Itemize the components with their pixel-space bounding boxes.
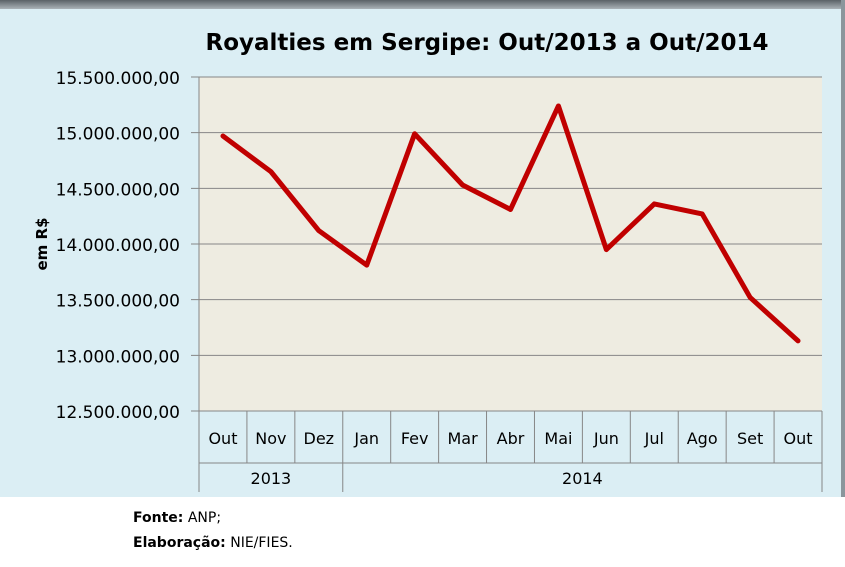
x-tick-label: Mar — [447, 429, 478, 448]
y-tick-label: 15.500.000,00 — [56, 69, 180, 89]
group-label: 2013 — [251, 469, 292, 488]
x-tick-label: Out — [208, 429, 237, 448]
y-tick-label: 14.000.000,00 — [56, 236, 180, 256]
x-tick-label: Fev — [401, 429, 429, 448]
line-chart: Royalties em Sergipe: Out/2013 a Out/201… — [33, 30, 823, 492]
elaboration-value: NIE/FIES. — [230, 535, 293, 551]
y-tick-label: 13.000.000,00 — [56, 347, 180, 367]
elaboration-label: Elaboração: — [133, 535, 226, 551]
x-tick-label: Jun — [593, 429, 619, 448]
group-label: 2014 — [562, 469, 603, 488]
y-tick-label: 12.500.000,00 — [56, 403, 180, 423]
x-tick-label: Ago — [687, 429, 718, 448]
x-tick-label: Set — [737, 429, 763, 448]
x-tick-label: Out — [784, 429, 813, 448]
chart-title: Royalties em Sergipe: Out/2013 a Out/201… — [206, 30, 769, 56]
x-tick-label: Dez — [304, 429, 335, 448]
x-tick-label: Abr — [497, 429, 525, 448]
source-label: Fonte: — [133, 510, 184, 526]
x-tick-label: Nov — [255, 429, 286, 448]
x-tick-label: Mai — [544, 429, 572, 448]
source-note: Fonte: ANP; — [133, 510, 221, 526]
source-value: ANP; — [187, 510, 222, 526]
x-tick-label: Jan — [353, 429, 379, 448]
top-border — [0, 0, 845, 9]
elaboration-note: Elaboração: NIE/FIES. — [133, 535, 293, 551]
right-border — [841, 0, 845, 497]
y-axis-label: em R$ — [33, 217, 51, 270]
y-tick-label: 14.500.000,00 — [56, 180, 180, 200]
y-tick-label: 15.000.000,00 — [56, 125, 180, 145]
x-tick-label: Jul — [644, 429, 664, 448]
y-tick-label: 13.500.000,00 — [56, 292, 180, 312]
